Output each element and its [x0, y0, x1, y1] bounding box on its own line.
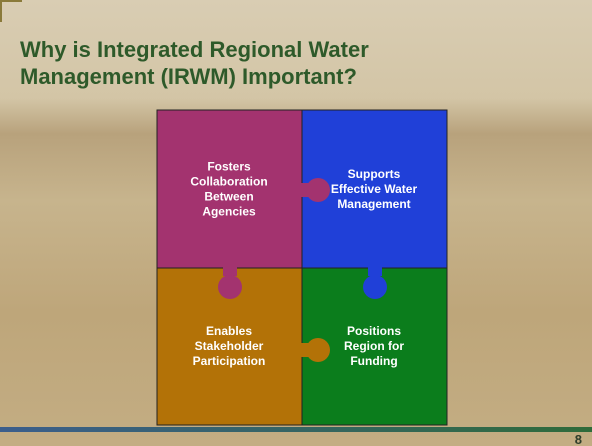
piece-label: Management [337, 197, 410, 211]
piece-label: Effective Water [331, 182, 418, 196]
page-number: 8 [575, 432, 582, 446]
tab [306, 338, 330, 362]
tab [363, 275, 387, 299]
slide: Why is Integrated Regional Water Managem… [0, 0, 592, 446]
piece-label: Between [204, 190, 253, 204]
piece-label: Positions [347, 324, 401, 338]
piece-label: Supports [348, 167, 401, 181]
puzzle: FostersCollaborationBetweenAgencies Suppo… [0, 0, 592, 446]
piece-label: Collaboration [190, 175, 267, 189]
tab [223, 262, 237, 276]
piece-label: Agencies [202, 205, 256, 219]
piece-label: Funding [350, 354, 397, 368]
piece-label: Stakeholder [195, 339, 264, 353]
piece-label: Fosters [207, 160, 251, 174]
tab [306, 178, 330, 202]
tab [218, 275, 242, 299]
piece-label: Enables [206, 324, 252, 338]
piece-label: Participation [193, 354, 266, 368]
piece-label: Region for [344, 339, 404, 353]
footer-bar [0, 427, 592, 432]
tab [368, 262, 382, 276]
